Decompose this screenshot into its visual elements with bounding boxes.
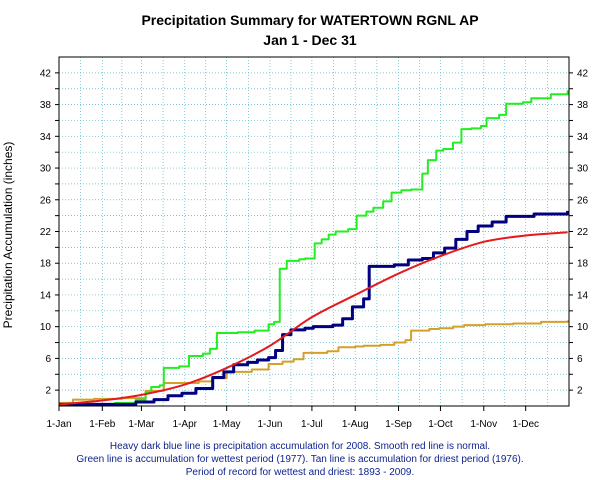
- y-tick-label-right: 14: [577, 290, 589, 301]
- chart-subtitle: Jan 1 - Dec 31: [263, 32, 357, 48]
- caption-line-1: Heavy dark blue line is precipitation ac…: [109, 441, 491, 452]
- y-tick-label-left: 10: [40, 322, 52, 333]
- x-tick-label: 1-Jun: [257, 419, 282, 430]
- y-tick-label-left: 18: [40, 259, 52, 270]
- y-tick-label-left: 22: [40, 227, 52, 238]
- y-tick-label-right: 10: [577, 322, 589, 333]
- x-tick-label: 1-Aug: [342, 419, 369, 430]
- x-tick-label: 1-Oct: [428, 419, 453, 430]
- y-tick-label-right: 34: [577, 132, 589, 143]
- y-tick-label-left: 30: [40, 164, 52, 175]
- y-tick-label-left: 6: [45, 354, 51, 365]
- y-tick-label-right: 18: [577, 259, 589, 270]
- y-tick-label-left: 14: [40, 290, 52, 301]
- y-tick-label-right: 26: [577, 195, 589, 206]
- series-line-wettest-1977: [59, 90, 569, 406]
- series-layer: [58, 90, 570, 406]
- y-tick-label-left: 26: [40, 195, 52, 206]
- x-tick-label: 1-Sep: [385, 419, 412, 430]
- x-tick-label: 1-May: [213, 419, 241, 430]
- x-tick-label: 1-Nov: [470, 419, 497, 430]
- y-tick-label-left: 2: [45, 386, 51, 397]
- x-tick-label: 1-Apr: [173, 419, 198, 430]
- grid: [59, 57, 569, 406]
- x-tick-label: 1-Feb: [89, 419, 116, 430]
- y-tick-label-right: 42: [577, 68, 589, 79]
- series-line-normal: [58, 231, 568, 406]
- y-tick-label-right: 30: [577, 164, 589, 175]
- caption-line-3: Period of record for wettest and driest:…: [185, 467, 415, 478]
- y-tick-label-left: 38: [40, 100, 52, 111]
- series-line-2008: [59, 210, 570, 406]
- x-tick-label: 1-Jul: [301, 419, 323, 430]
- y-tick-label-left: 34: [40, 132, 52, 143]
- y-axis-label: Precipitation Accumulation (inches): [1, 142, 15, 329]
- y-tick-label-right: 2: [577, 386, 583, 397]
- x-tick-label: 1-Jan: [46, 419, 71, 430]
- y-tick-label-right: 6: [577, 354, 583, 365]
- x-tick-label: 1-Dec: [512, 419, 539, 430]
- chart-title: Precipitation Summary for WATERTOWN RGNL…: [141, 12, 478, 28]
- y-tick-label-left: 42: [40, 68, 52, 79]
- x-tick-label: 1-Mar: [128, 419, 155, 430]
- y-tick-label-right: 38: [577, 100, 589, 111]
- caption-line-2: Green line is accumulation for wettest p…: [76, 454, 524, 465]
- y-tick-label-right: 22: [577, 227, 589, 238]
